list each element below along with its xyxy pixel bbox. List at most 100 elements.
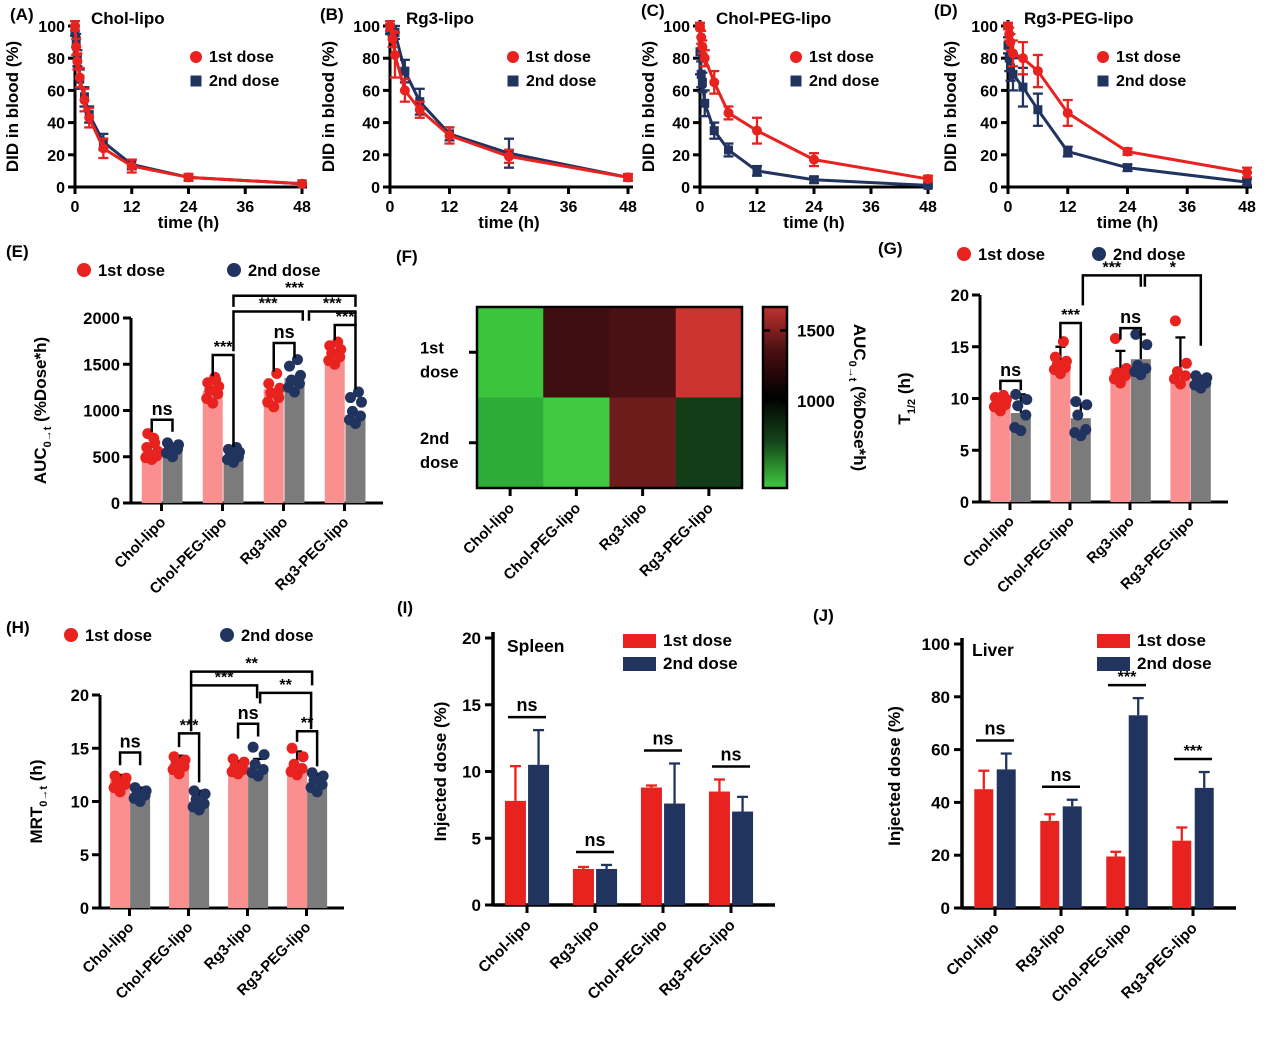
svg-text:48: 48: [293, 199, 311, 216]
svg-text:100: 100: [38, 19, 65, 36]
svg-text:1st: 1st: [420, 339, 444, 357]
svg-text:80: 80: [362, 51, 380, 68]
svg-text:dose: dose: [420, 363, 459, 381]
svg-text:Rg3-lipo: Rg3-lipo: [1083, 513, 1137, 567]
svg-text:2000: 2000: [83, 310, 120, 328]
svg-text:ns: ns: [720, 745, 741, 765]
svg-text:100: 100: [663, 19, 690, 36]
svg-text:15: 15: [951, 339, 969, 357]
svg-text:20: 20: [931, 846, 950, 865]
svg-text:80: 80: [47, 51, 65, 68]
svg-text:15: 15: [462, 696, 481, 715]
svg-text:40: 40: [931, 793, 950, 812]
groupbar-chart-liver: 020406080100Chol-liponsRg3-liponsChol-PE…: [885, 631, 1236, 1006]
svg-text:0: 0: [681, 180, 690, 197]
svg-text:***: ***: [323, 296, 342, 313]
svg-text:Chol-lipo: Chol-lipo: [943, 920, 1003, 980]
svg-text:ns: ns: [120, 732, 141, 752]
panel-d-letter: (D): [934, 1, 958, 20]
svg-text:Rg3-lipo: Rg3-lipo: [1013, 920, 1069, 976]
svg-text:20: 20: [362, 148, 380, 165]
svg-text:MRT0→t (h): MRT0→t (h): [27, 759, 50, 843]
svg-text:0: 0: [960, 494, 969, 512]
svg-text:1st dose: 1st dose: [1116, 49, 1181, 66]
svg-text:***: ***: [214, 339, 233, 356]
panel-h-letter: (H): [6, 618, 30, 637]
svg-text:0: 0: [472, 896, 481, 915]
svg-text:1st dose: 1st dose: [1137, 631, 1206, 650]
svg-text:T1/2 (h): T1/2 (h): [895, 372, 918, 424]
svg-text:AUC0→t (%Dose*h): AUC0→t (%Dose*h): [846, 324, 869, 471]
svg-text:100: 100: [922, 635, 950, 654]
svg-text:Chol-lipo: Chol-lipo: [460, 500, 518, 558]
svg-text:DID in blood (%): DID in blood (%): [319, 41, 338, 172]
svg-text:80: 80: [672, 51, 690, 68]
svg-text:1000: 1000: [83, 403, 120, 421]
svg-text:20: 20: [71, 687, 89, 705]
svg-text:DID in blood (%): DID in blood (%): [3, 41, 22, 172]
svg-text:2nd dose: 2nd dose: [526, 73, 596, 90]
panel-c-letter: (C): [641, 1, 665, 20]
svg-text:0: 0: [111, 495, 120, 513]
svg-text:ns: ns: [584, 830, 605, 850]
svg-text:ns: ns: [516, 695, 537, 715]
svg-text:Injected dose (%): Injected dose (%): [431, 702, 450, 842]
panel-f-letter: (F): [396, 247, 418, 266]
svg-text:Rg3-lipo: Rg3-lipo: [596, 500, 650, 554]
svg-text:ns: ns: [984, 719, 1005, 739]
panel-g-letter: (G): [878, 239, 903, 258]
svg-text:2nd dose: 2nd dose: [241, 627, 313, 645]
svg-text:0: 0: [56, 180, 65, 197]
svg-text:20: 20: [672, 148, 690, 165]
svg-text:ns: ns: [274, 322, 295, 342]
svg-text:5: 5: [472, 829, 481, 848]
svg-text:Rg3-lipo: Rg3-lipo: [547, 917, 603, 973]
svg-text:***: ***: [180, 717, 199, 734]
svg-text:Rg3-PEG-lipo: Rg3-PEG-lipo: [1024, 9, 1134, 28]
svg-text:24: 24: [180, 199, 198, 216]
svg-text:2nd dose: 2nd dose: [1116, 73, 1186, 90]
svg-text:Chol-lipo: Chol-lipo: [475, 917, 535, 977]
svg-text:ns: ns: [1120, 307, 1141, 327]
svg-text:1st dose: 1st dose: [809, 49, 874, 66]
svg-text:0: 0: [1004, 199, 1013, 216]
svg-text:1st dose: 1st dose: [209, 49, 274, 66]
svg-text:48: 48: [1238, 199, 1256, 216]
svg-text:36: 36: [560, 199, 578, 216]
svg-text:80: 80: [980, 51, 998, 68]
svg-text:12: 12: [123, 199, 141, 216]
svg-text:Liver: Liver: [972, 640, 1014, 660]
svg-text:Chol-lipo: Chol-lipo: [960, 513, 1018, 571]
svg-text:20: 20: [951, 287, 969, 305]
svg-text:60: 60: [362, 83, 380, 100]
svg-text:ns: ns: [152, 399, 173, 419]
svg-text:20: 20: [462, 629, 481, 648]
svg-text:2nd dose: 2nd dose: [209, 73, 279, 90]
svg-text:***: ***: [1184, 743, 1203, 760]
svg-text:10: 10: [71, 794, 89, 812]
svg-text:0: 0: [386, 199, 395, 216]
svg-text:***: ***: [215, 669, 234, 686]
svg-text:***: ***: [1118, 669, 1137, 686]
svg-text:24: 24: [805, 199, 823, 216]
svg-text:Spleen: Spleen: [507, 636, 564, 656]
svg-text:1000: 1000: [797, 392, 835, 411]
groupbar-chart-spleen: 05101520Chol-liponsRg3-liponsChol-PEG-li…: [431, 629, 775, 1003]
svg-text:Rg3-lipo: Rg3-lipo: [237, 514, 291, 568]
svg-text:Chol-lipo: Chol-lipo: [79, 919, 137, 977]
svg-text:48: 48: [619, 199, 637, 216]
svg-text:ns: ns: [1050, 765, 1071, 785]
svg-text:***: ***: [285, 280, 304, 297]
line-chart-rg3-lipo: 0 20 40 60 80 100 0 12 24 36 48 time (h) DID in bloo…: [319, 9, 637, 232]
svg-text:12: 12: [441, 199, 459, 216]
svg-text:0: 0: [989, 180, 998, 197]
svg-text:***: ***: [259, 296, 278, 313]
panel-a-letter: (A): [10, 5, 34, 24]
svg-text:48: 48: [919, 199, 937, 216]
svg-text:80: 80: [931, 688, 950, 707]
svg-text:1500: 1500: [797, 322, 835, 341]
